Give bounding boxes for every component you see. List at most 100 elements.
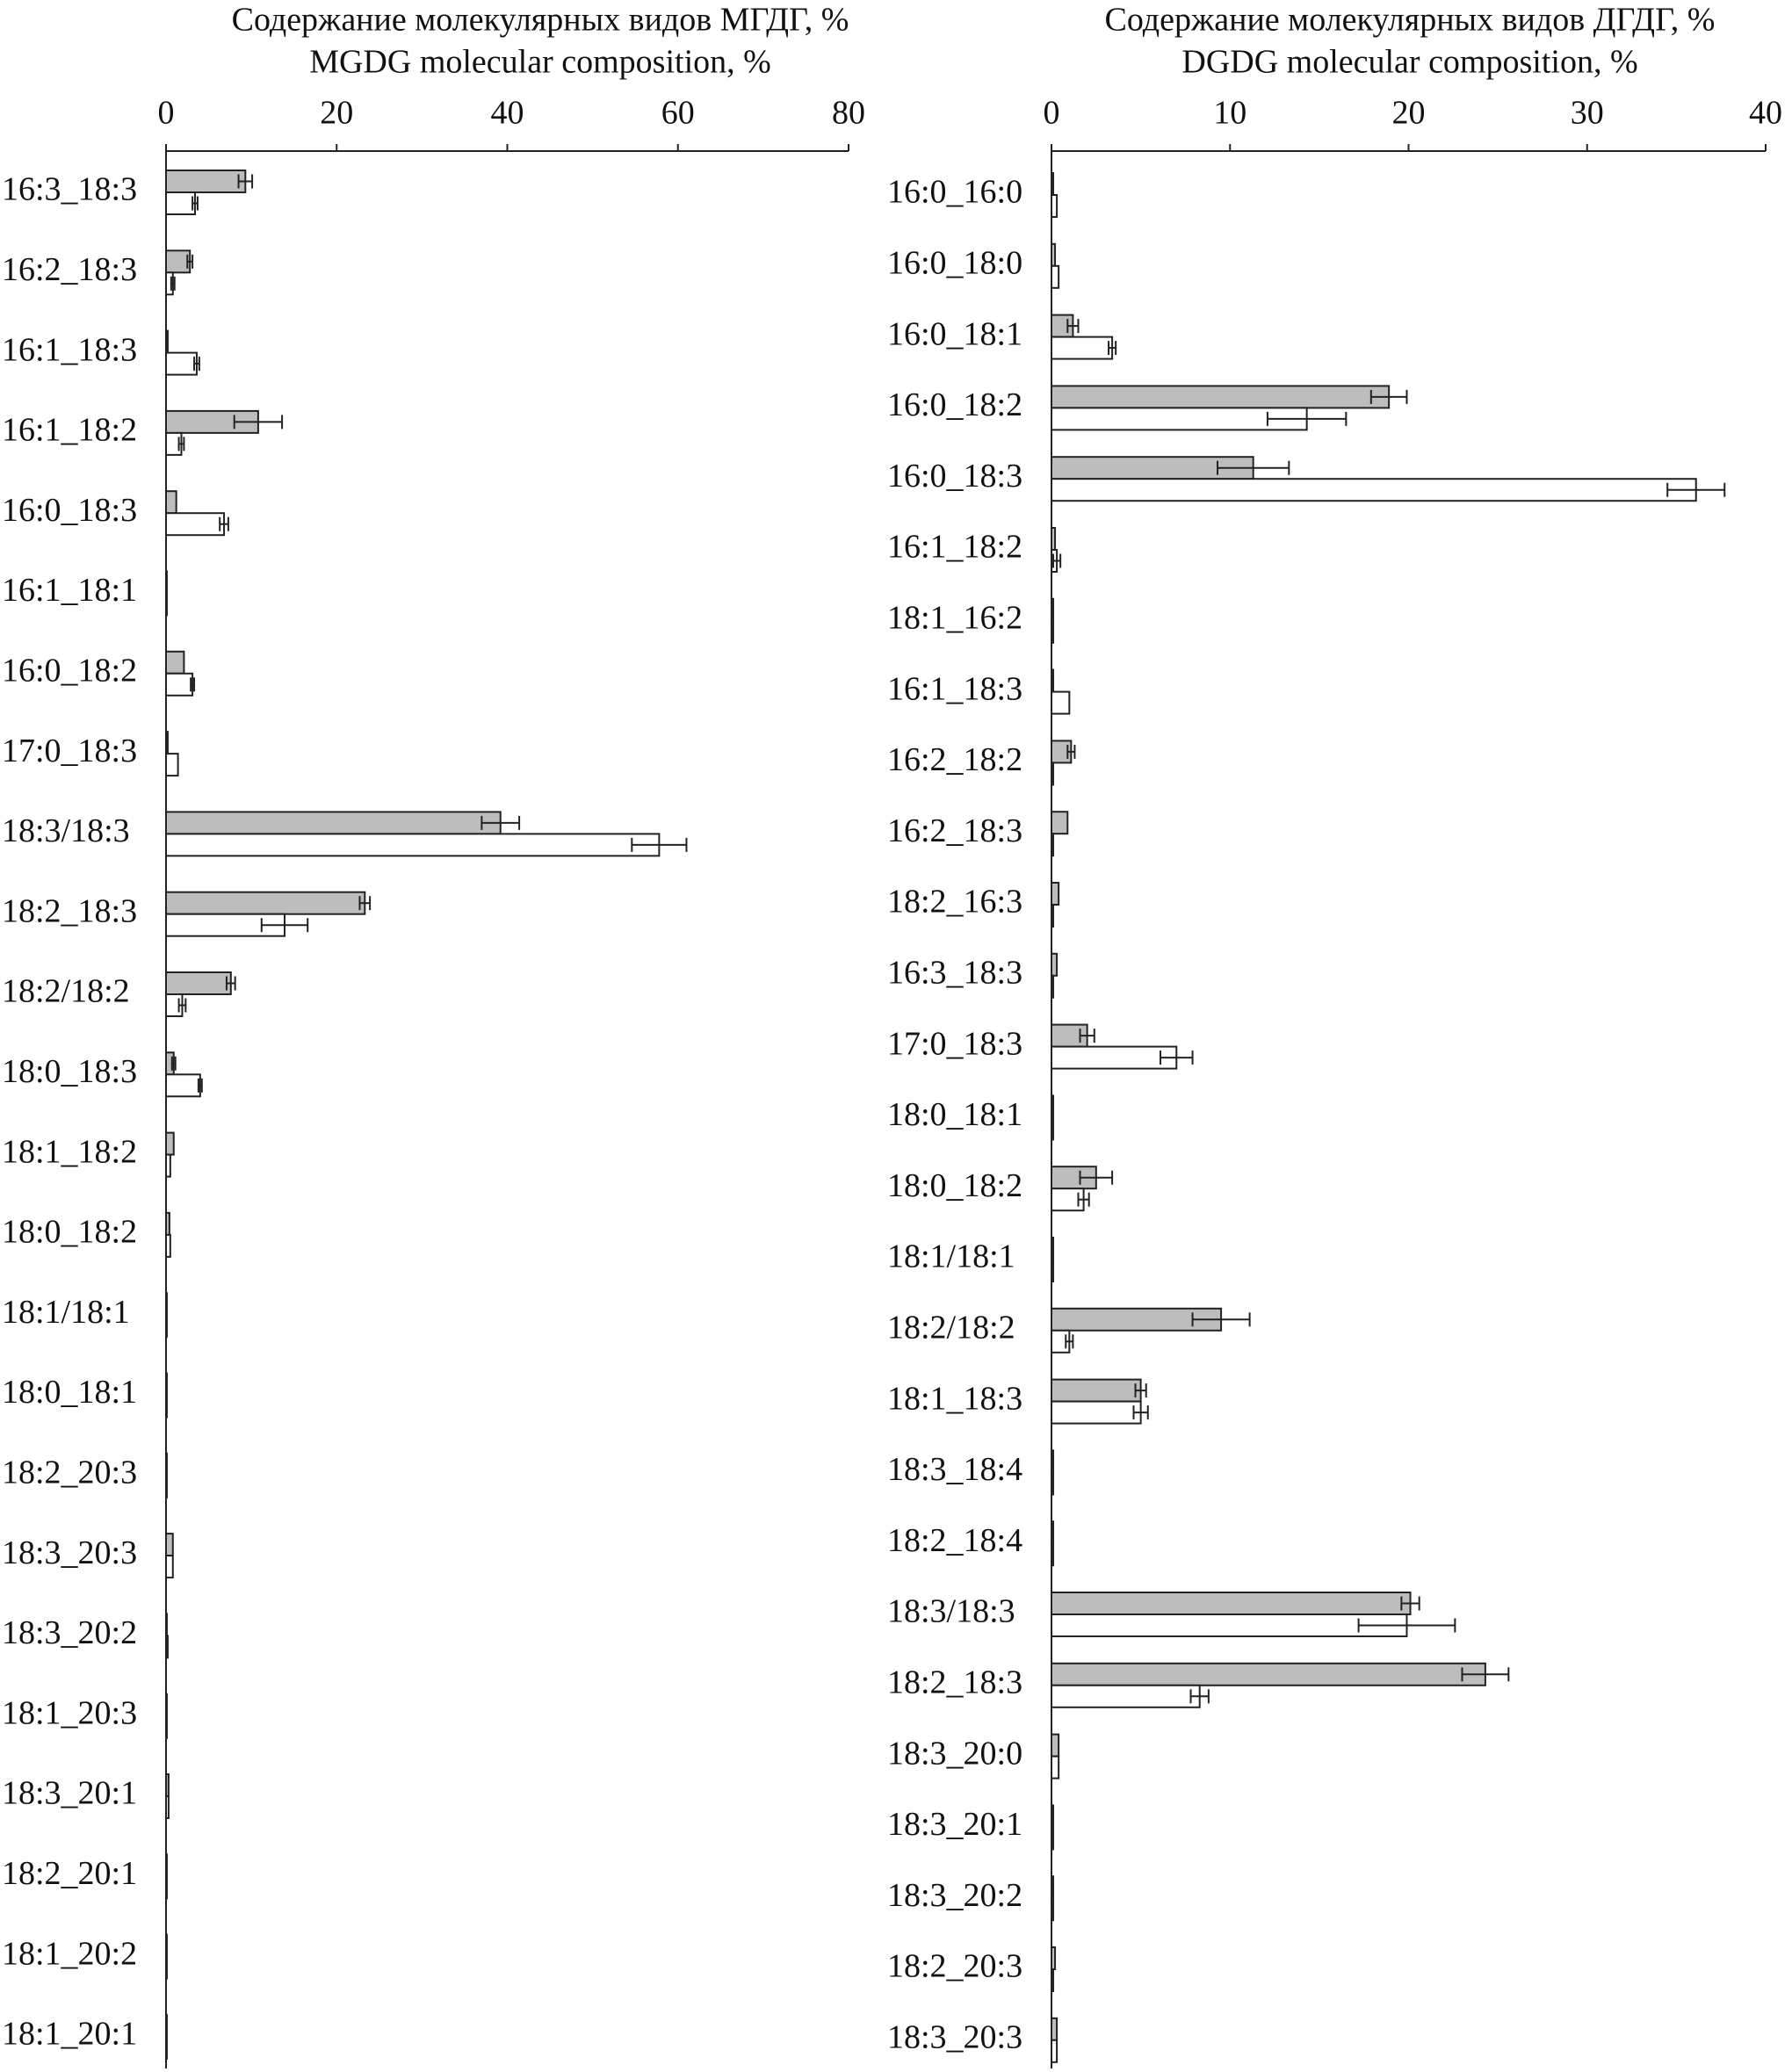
bar xyxy=(165,592,168,617)
bar xyxy=(165,650,185,675)
category-label: 16:1_18:3 xyxy=(887,670,1022,707)
bar xyxy=(165,1314,168,1339)
bar xyxy=(1051,668,1055,693)
bar xyxy=(1051,1259,1055,1282)
bar xyxy=(165,1715,168,1739)
bar xyxy=(165,1533,174,1557)
category-label: 18:1_20:3 xyxy=(2,1694,137,1731)
bar xyxy=(165,2013,168,2038)
category-label: 18:1/18:1 xyxy=(887,1238,1015,1275)
bar xyxy=(1051,1968,1055,1992)
bar xyxy=(165,833,661,857)
category-label: 18:0_18:2 xyxy=(2,1214,137,1251)
bar xyxy=(1051,833,1055,857)
bar xyxy=(165,2035,168,2060)
category-label: 18:0_18:2 xyxy=(887,1167,1022,1204)
bar xyxy=(165,1211,170,1236)
bar xyxy=(1051,385,1391,409)
bar xyxy=(165,1233,171,1258)
category-label: 16:2_18:3 xyxy=(887,812,1022,849)
bar xyxy=(165,1613,168,1637)
bar xyxy=(1051,478,1697,502)
bar xyxy=(165,753,179,777)
bar xyxy=(165,1933,168,1958)
category-label: 18:3_20:2 xyxy=(2,1614,137,1651)
category-label: 18:0_18:3 xyxy=(2,1053,137,1090)
chart-subtitle: DGDG molecular composition, % xyxy=(1181,44,1637,81)
category-label: 16:0_18:3 xyxy=(887,458,1022,495)
bar xyxy=(1051,1804,1055,1829)
category-label: 18:2_18:3 xyxy=(2,892,137,929)
category-label: 16:1_18:3 xyxy=(2,331,137,368)
category-label: 17:0_18:3 xyxy=(2,733,137,769)
category-label: 18:3_20:3 xyxy=(2,1534,137,1571)
category-label: 16:1_18:1 xyxy=(2,572,137,609)
category-label: 16:2_18:3 xyxy=(2,251,137,288)
bar xyxy=(1051,1592,1412,1615)
bar xyxy=(165,672,194,697)
bar xyxy=(1051,904,1055,928)
bar xyxy=(1051,1662,1486,1686)
bar xyxy=(165,329,169,354)
category-label: 16:2_18:2 xyxy=(887,741,1022,778)
category-label: 18:0_18:1 xyxy=(2,1374,137,1411)
bar xyxy=(1051,1755,1060,1780)
bar xyxy=(1051,1045,1178,1070)
category-label: 16:3_18:3 xyxy=(2,171,137,208)
bar xyxy=(1051,1946,1057,1970)
bar xyxy=(165,731,169,755)
bar xyxy=(1051,811,1069,835)
bar xyxy=(165,1773,170,1797)
bar xyxy=(165,1073,201,1098)
bar xyxy=(1051,1614,1408,1637)
x-tick-label: 40 xyxy=(491,95,524,132)
bar xyxy=(165,1153,171,1178)
category-label: 18:0_18:1 xyxy=(887,1096,1022,1133)
category-label: 18:2_18:3 xyxy=(887,1664,1022,1701)
bar xyxy=(165,1635,169,1659)
bar xyxy=(165,1394,168,1419)
bar xyxy=(1051,2017,1059,2041)
bar xyxy=(1051,2039,1059,2063)
bar xyxy=(165,570,168,595)
category-label: 16:0_18:1 xyxy=(887,315,1022,352)
category-label: 18:3/18:3 xyxy=(887,1593,1015,1630)
category-label: 16:1_18:2 xyxy=(2,412,137,449)
bar xyxy=(165,1875,168,1900)
bar xyxy=(1051,264,1060,289)
bar xyxy=(165,1795,170,1819)
x-tick-label: 30 xyxy=(1571,95,1604,132)
bar xyxy=(1051,619,1055,644)
bar xyxy=(165,1853,168,1878)
bar xyxy=(1051,974,1055,999)
category-label: 18:2_20:1 xyxy=(2,1855,137,1892)
bar xyxy=(165,191,197,215)
bar xyxy=(1051,1520,1055,1545)
category-label: 18:1_16:2 xyxy=(887,600,1022,637)
bar xyxy=(1051,1684,1201,1708)
bar xyxy=(165,490,177,515)
chart-title: Содержание молекулярных видов МГДГ, % xyxy=(232,2,849,39)
category-label: 18:1_20:2 xyxy=(2,1935,137,1972)
bar xyxy=(165,1555,174,1579)
category-label: 17:0_18:3 xyxy=(887,1025,1022,1062)
category-label: 18:3/18:3 xyxy=(2,812,130,849)
bar xyxy=(165,811,502,835)
bar xyxy=(165,351,198,376)
category-label: 18:1_18:3 xyxy=(887,1380,1022,1417)
chart-title: Содержание молекулярных видов ДГДГ, % xyxy=(1105,2,1716,39)
bar xyxy=(1051,242,1057,267)
bar xyxy=(165,1292,168,1317)
bar xyxy=(1051,1094,1055,1119)
chart-subtitle: MGDG molecular composition, % xyxy=(309,44,771,81)
x-tick-label: 20 xyxy=(1392,95,1426,132)
bar xyxy=(1051,1875,1055,1900)
bar xyxy=(1051,1400,1142,1425)
x-tick-label: 0 xyxy=(158,95,175,132)
category-label: 16:1_18:2 xyxy=(887,529,1022,566)
category-label: 18:2_18:4 xyxy=(887,1522,1022,1559)
bar xyxy=(1051,952,1059,977)
bar xyxy=(165,1131,175,1156)
category-label: 18:2_16:3 xyxy=(887,884,1022,920)
